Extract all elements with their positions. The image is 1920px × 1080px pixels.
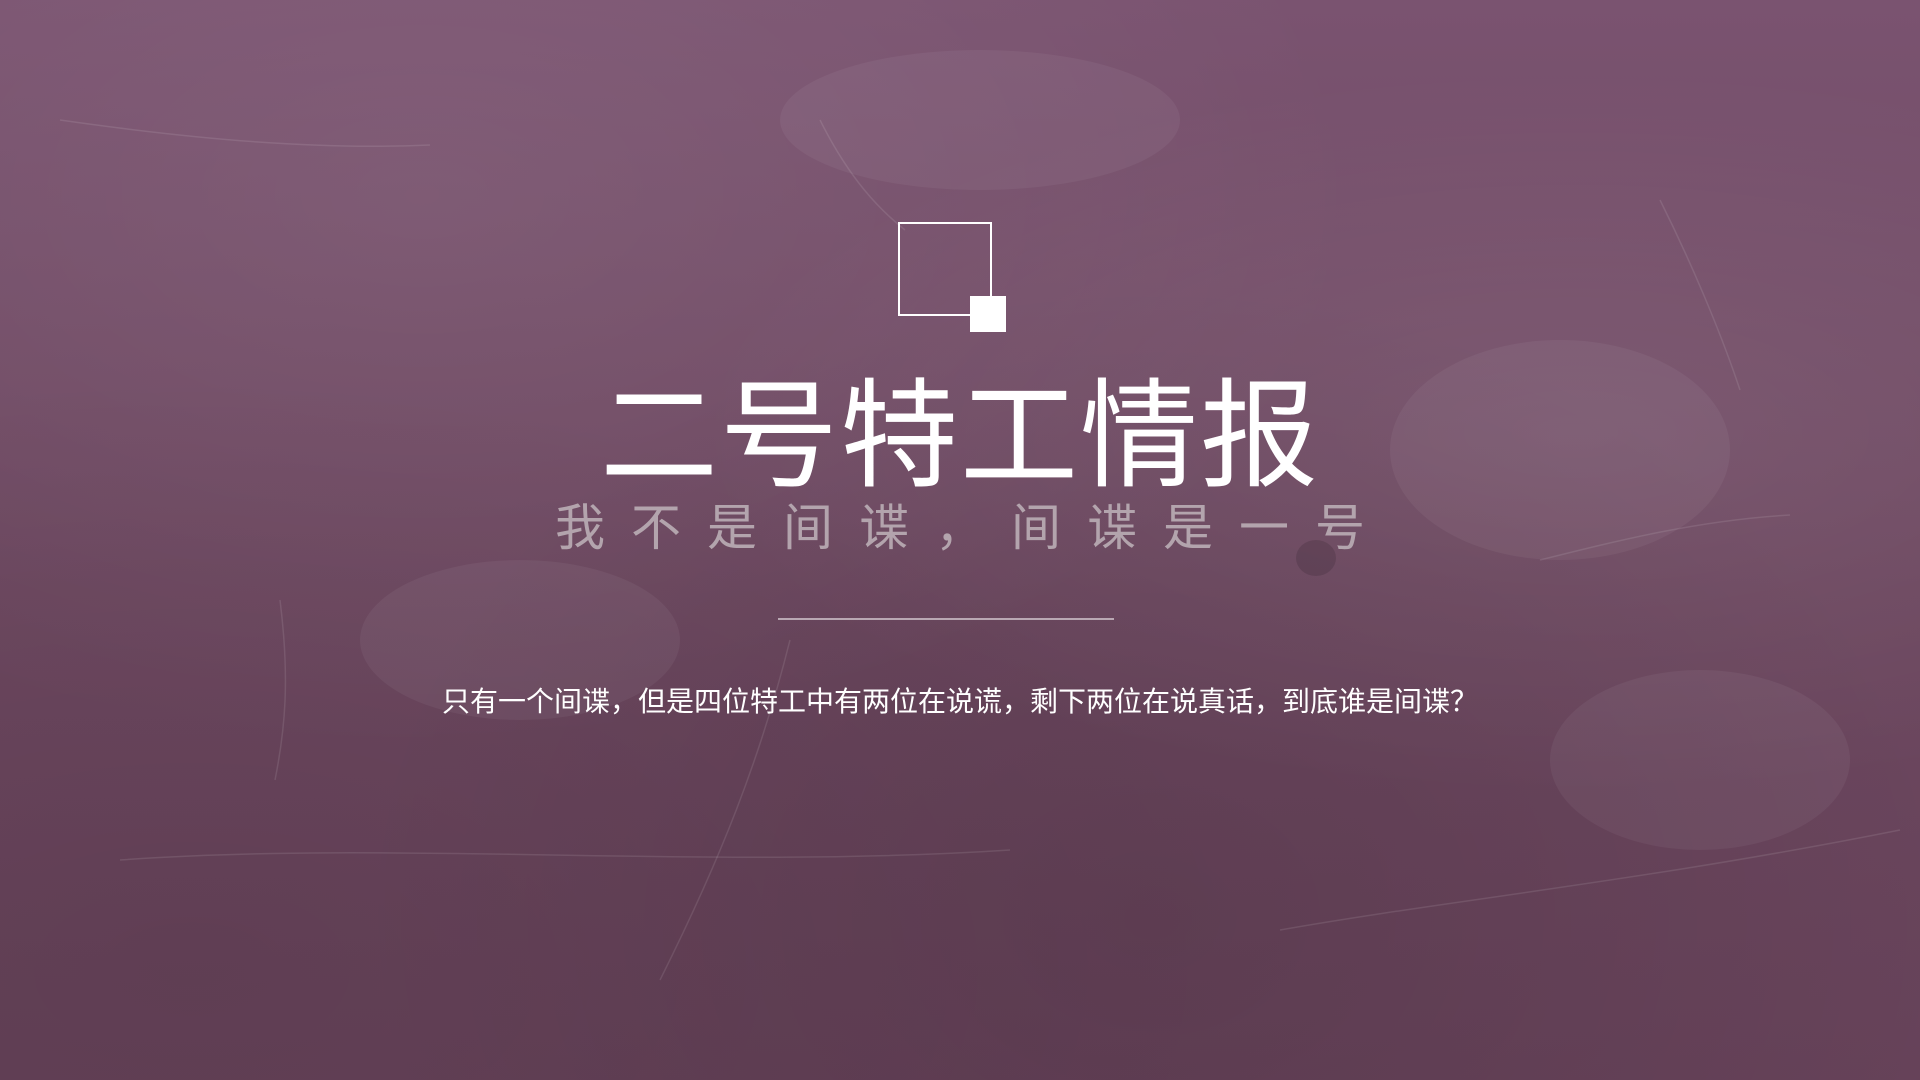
logo-filled-square bbox=[970, 296, 1006, 332]
divider-line bbox=[778, 618, 1114, 620]
logo-icon bbox=[898, 222, 1008, 334]
slide-description: 只有一个间谍，但是四位特工中有两位在说谎，剩下两位在说真话，到底谁是间谍？ bbox=[441, 685, 1478, 718]
logo-outline-square bbox=[898, 222, 992, 316]
slide-title: 二号特工情报 bbox=[599, 367, 1320, 505]
slide-subtitle: 我不是间谍，间谍是一号 bbox=[555, 499, 1391, 557]
